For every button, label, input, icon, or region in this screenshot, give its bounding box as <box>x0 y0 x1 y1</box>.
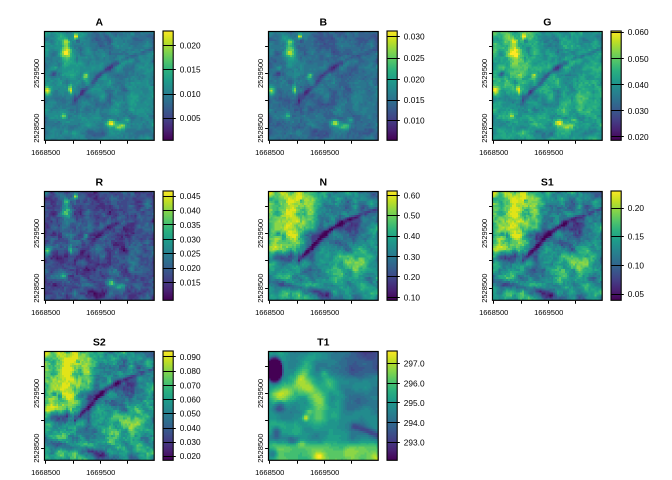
svg-text:0.030: 0.030 <box>180 437 201 447</box>
svg-text:2528500: 2528500 <box>32 114 41 143</box>
svg-text:G: G <box>543 16 551 28</box>
svg-text:0.10: 0.10 <box>404 292 421 302</box>
svg-text:2529500: 2529500 <box>256 379 265 408</box>
svg-text:0.045: 0.045 <box>180 191 201 201</box>
svg-text:1669500: 1669500 <box>534 308 563 317</box>
svg-text:0.080: 0.080 <box>180 366 201 376</box>
svg-text:0.015: 0.015 <box>180 277 201 287</box>
svg-text:0.040: 0.040 <box>628 80 649 90</box>
svg-text:296.0: 296.0 <box>404 379 425 389</box>
svg-text:1669500: 1669500 <box>534 148 563 157</box>
svg-text:1669500: 1669500 <box>310 468 339 477</box>
svg-text:0.050: 0.050 <box>180 409 201 419</box>
svg-text:294.0: 294.0 <box>404 418 425 428</box>
svg-text:0.60: 0.60 <box>404 190 421 200</box>
svg-text:1668500: 1668500 <box>31 148 60 157</box>
svg-text:0.50: 0.50 <box>404 210 421 220</box>
svg-text:0.05: 0.05 <box>628 289 645 299</box>
svg-text:0.015: 0.015 <box>180 65 201 75</box>
svg-text:0.40: 0.40 <box>404 231 421 241</box>
svg-text:S1: S1 <box>541 176 554 188</box>
svg-text:1669500: 1669500 <box>86 148 115 157</box>
svg-text:1669500: 1669500 <box>86 468 115 477</box>
svg-text:0.005: 0.005 <box>180 113 201 123</box>
svg-text:N: N <box>320 176 328 188</box>
svg-text:0.020: 0.020 <box>180 40 201 50</box>
svg-text:0.030: 0.030 <box>628 106 649 116</box>
svg-text:295.0: 295.0 <box>404 398 425 408</box>
svg-text:0.090: 0.090 <box>180 352 201 362</box>
svg-text:0.040: 0.040 <box>180 206 201 216</box>
svg-text:0.070: 0.070 <box>180 380 201 390</box>
svg-text:1669500: 1669500 <box>310 148 339 157</box>
svg-text:0.030: 0.030 <box>180 234 201 244</box>
svg-text:0.015: 0.015 <box>404 95 425 105</box>
svg-text:0.020: 0.020 <box>180 451 201 461</box>
svg-text:R: R <box>96 176 104 188</box>
svg-text:B: B <box>320 16 328 28</box>
svg-text:S2: S2 <box>93 336 106 348</box>
svg-text:2528500: 2528500 <box>32 274 41 303</box>
svg-text:0.30: 0.30 <box>404 252 421 262</box>
svg-text:0.050: 0.050 <box>628 54 649 64</box>
svg-text:1668500: 1668500 <box>255 308 284 317</box>
svg-text:2529500: 2529500 <box>32 379 41 408</box>
svg-text:0.020: 0.020 <box>404 75 425 85</box>
svg-text:0.20: 0.20 <box>404 272 421 282</box>
svg-text:0.20: 0.20 <box>628 203 645 213</box>
svg-text:2528500: 2528500 <box>256 114 265 143</box>
svg-text:1668500: 1668500 <box>31 308 60 317</box>
svg-text:0.15: 0.15 <box>628 232 645 242</box>
svg-text:T1: T1 <box>317 336 329 348</box>
svg-text:2529500: 2529500 <box>480 219 489 248</box>
svg-text:2528500: 2528500 <box>480 274 489 303</box>
svg-text:1668500: 1668500 <box>31 468 60 477</box>
svg-text:0.035: 0.035 <box>180 220 201 230</box>
svg-text:297.0: 297.0 <box>404 359 425 369</box>
svg-text:0.030: 0.030 <box>404 32 425 42</box>
svg-text:0.010: 0.010 <box>180 89 201 99</box>
svg-text:2528500: 2528500 <box>256 274 265 303</box>
svg-text:0.020: 0.020 <box>628 132 649 142</box>
svg-text:0.025: 0.025 <box>404 53 425 63</box>
svg-text:0.025: 0.025 <box>180 249 201 259</box>
svg-text:293.0: 293.0 <box>404 437 425 447</box>
svg-text:0.040: 0.040 <box>180 423 201 433</box>
svg-text:2529500: 2529500 <box>480 59 489 88</box>
svg-text:0.060: 0.060 <box>628 27 649 37</box>
svg-text:1668500: 1668500 <box>255 148 284 157</box>
svg-text:1668500: 1668500 <box>255 468 284 477</box>
svg-text:2528500: 2528500 <box>480 114 489 143</box>
svg-text:2529500: 2529500 <box>256 59 265 88</box>
svg-text:1669500: 1669500 <box>86 308 115 317</box>
svg-text:2529500: 2529500 <box>32 59 41 88</box>
svg-text:1668500: 1668500 <box>479 148 508 157</box>
svg-text:0.010: 0.010 <box>404 116 425 126</box>
svg-text:A: A <box>96 16 104 28</box>
svg-text:2529500: 2529500 <box>256 219 265 248</box>
svg-text:2529500: 2529500 <box>32 219 41 248</box>
svg-text:0.10: 0.10 <box>628 260 645 270</box>
svg-text:0.020: 0.020 <box>180 263 201 273</box>
svg-text:1668500: 1668500 <box>479 308 508 317</box>
svg-text:0.060: 0.060 <box>180 394 201 404</box>
svg-text:1669500: 1669500 <box>310 308 339 317</box>
svg-text:2528500: 2528500 <box>32 434 41 463</box>
svg-text:2528500: 2528500 <box>256 434 265 463</box>
